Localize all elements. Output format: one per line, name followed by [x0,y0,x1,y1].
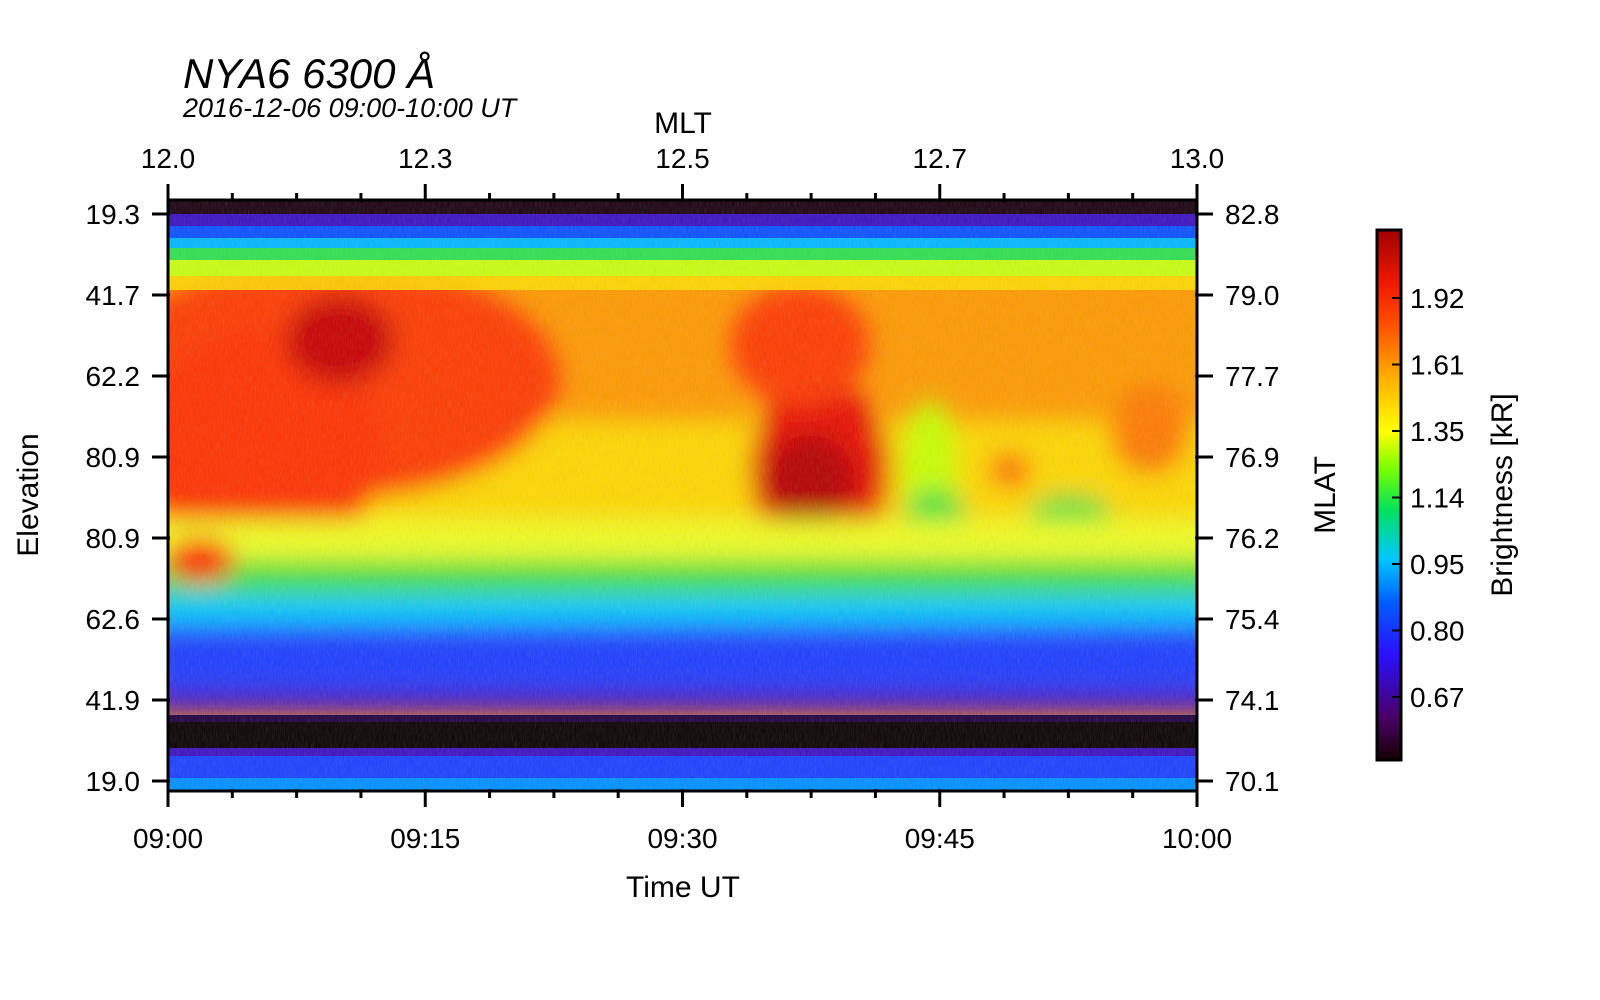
colorbar-tick-label: 1.92 [1410,283,1465,314]
y-tick-label: 80.9 [86,442,141,473]
colorbar-tick-label: 0.80 [1410,616,1465,647]
top-axis-label: MLT [654,107,712,140]
top-tick-label: 12.7 [913,143,968,174]
x-tick-label: 09:30 [647,823,717,854]
right-tick-label: 77.7 [1225,361,1280,392]
right-mlat-axis: 82.8 79.0 77.7 76.9 76.2 75.4 74.1 70.1 [1195,199,1280,797]
y-tick-label: 41.9 [86,685,141,716]
y-tick-label: 19.3 [86,199,141,230]
x-tick-label: 09:00 [133,823,203,854]
right-tick-label: 79.0 [1225,280,1280,311]
colorbar-tick-label: 0.67 [1410,682,1465,713]
right-tick-label: 75.4 [1225,604,1280,635]
y-tick-label: 80.9 [86,523,141,554]
x-axis-label: Time UT [626,871,740,904]
colorbar-label: Brightness [kR] [1486,393,1519,596]
chart-subtitle: 2016-12-06 09:00-10:00 UT [182,93,519,123]
x-axis: 09:00 09:15 09:30 09:45 10:00 [133,789,1232,854]
colorbar-axis: 1.92 1.61 1.35 1.14 0.95 0.80 0.67 [1392,283,1465,713]
top-tick-label: 13.0 [1170,143,1225,174]
right-tick-label: 74.1 [1225,685,1280,716]
y-axis-label: Elevation [12,433,45,556]
y-tick-label: 62.6 [86,604,141,635]
right-tick-label: 82.8 [1225,199,1280,230]
top-tick-label: 12.0 [141,143,196,174]
colorbar-tick-label: 1.14 [1410,483,1465,514]
right-axis-label: MLAT [1309,456,1342,534]
right-tick-label: 76.2 [1225,523,1280,554]
heatmap [168,200,1197,791]
top-tick-label: 12.3 [398,143,453,174]
colorbar-tick-label: 0.95 [1410,549,1465,580]
x-tick-label: 09:45 [905,823,975,854]
colorbar [1375,228,1403,762]
chart-title: NYA6 6300 Å [183,50,435,97]
right-tick-label: 76.9 [1225,442,1280,473]
top-tick-label: 12.5 [655,143,710,174]
y-tick-label: 62.2 [86,361,141,392]
colorbar-tick-label: 1.61 [1410,350,1465,381]
y-tick-label: 19.0 [86,766,141,797]
top-mlt-axis: 12.0 12.3 12.5 12.7 13.0 [141,143,1225,202]
x-tick-label: 10:00 [1162,823,1232,854]
right-tick-label: 70.1 [1225,766,1280,797]
y-axis: 19.3 41.7 62.2 80.9 80.9 62.6 41.9 19.0 [86,199,170,797]
colorbar-tick-label: 1.35 [1410,416,1465,447]
x-tick-label: 09:15 [390,823,460,854]
y-tick-label: 41.7 [86,280,141,311]
